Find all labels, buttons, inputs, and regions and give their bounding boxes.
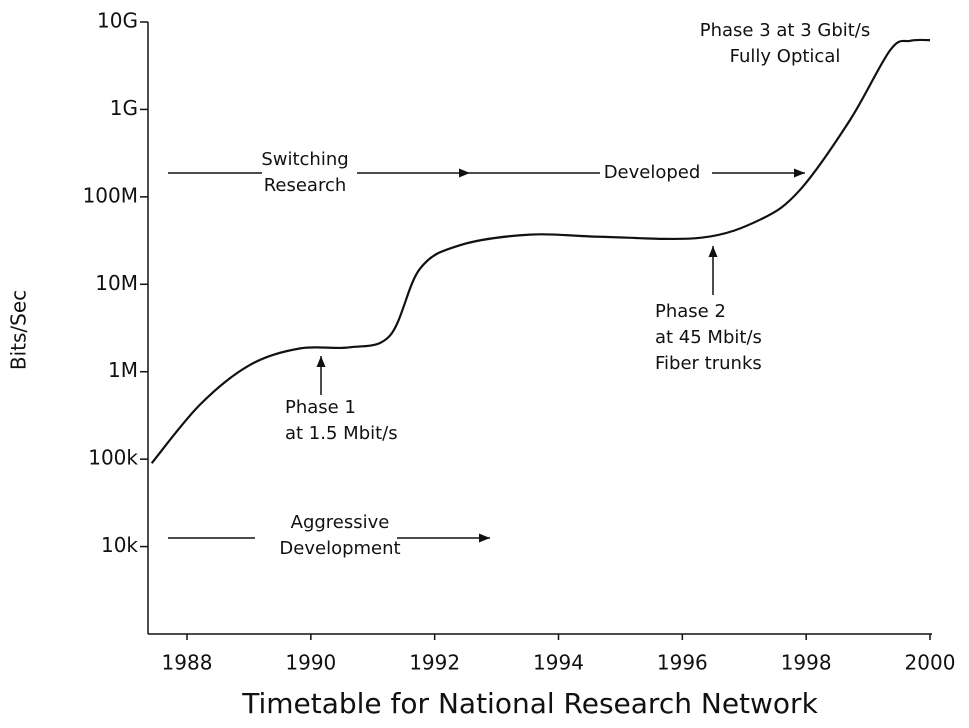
annotation: Research [264,175,347,196]
y-tick-label: 100k [88,446,138,470]
x-tick-label: 1988 [162,651,213,675]
y-tick-label: 10M [95,271,138,295]
arrow-head [316,356,326,367]
annotation: Phase 2 [655,301,726,322]
y-tick-label: 10G [97,9,138,33]
arrow-head [479,533,490,543]
x-tick-label: 1992 [409,651,460,675]
annotation: Phase 3 at 3 Gbit/s [700,20,871,41]
x-tick-label: 1990 [285,651,336,675]
x-axis-label: Timetable for National Research Network [241,687,818,720]
annotation: Fiber trunks [655,353,762,374]
y-tick-label: 1G [110,96,138,120]
x-tick-label: 1996 [657,651,708,675]
arrow-head [459,168,470,178]
annotation: Aggressive [291,512,390,533]
x-tick-label: 1994 [533,651,584,675]
arrow-head [708,246,718,257]
y-tick-label: 10k [101,533,138,557]
annotation: Fully Optical [730,46,841,67]
x-tick-label: 1998 [781,651,832,675]
annotation: Development [279,538,400,559]
x-tick-label: 2000 [905,651,956,675]
annotation: Switching [261,149,348,170]
data-line [150,38,931,464]
y-tick-label: 100M [83,183,138,207]
annotation: Phase 1 [285,397,356,418]
annotation: at 1.5 Mbit/s [285,423,398,444]
annotation: at 45 Mbit/s [655,327,762,348]
y-axis-label: Bits/Sec [7,290,31,370]
y-tick-label: 1M [108,358,138,382]
arrow-head [794,168,805,178]
annotation: Developed [604,162,701,183]
